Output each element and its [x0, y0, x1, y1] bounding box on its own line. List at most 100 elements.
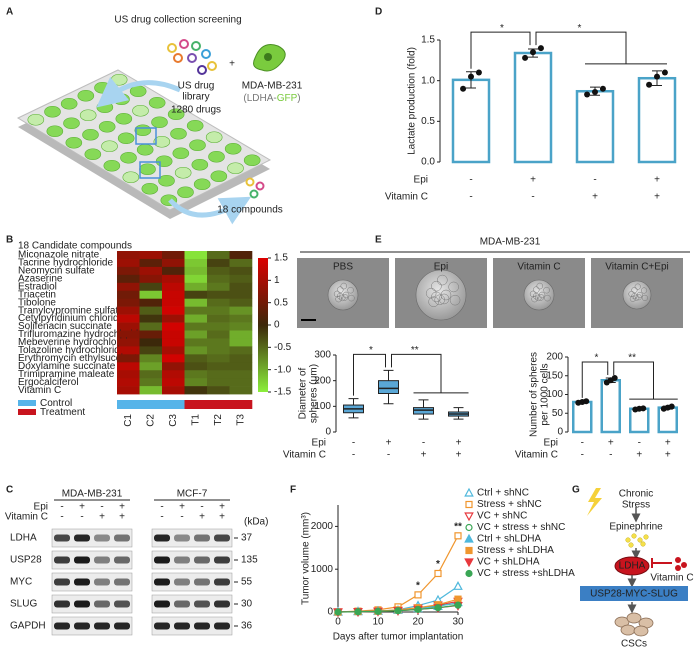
well: [134, 124, 152, 137]
blot-band: [54, 578, 70, 586]
condition-sign: +: [654, 192, 660, 203]
condition-sign: -: [593, 175, 596, 186]
epinephrine-dot: [643, 534, 649, 540]
condition-sign: +: [219, 502, 225, 513]
heat-cell: [162, 314, 185, 323]
sphere-cell: [428, 296, 439, 308]
blot-band: [74, 534, 90, 542]
condition-sign: -: [180, 512, 183, 523]
column-label: C1: [123, 414, 134, 427]
y-axis-label: Tumor volume (mm³): [301, 512, 312, 605]
y-tick-label: 100: [546, 389, 563, 400]
sphere-cell: [347, 286, 354, 294]
vitamin-dot: [675, 565, 681, 571]
heat-cell: [184, 370, 208, 379]
blot-band: [174, 600, 190, 608]
heat-cell: [207, 266, 230, 276]
colorbar-label: 1.5: [274, 253, 288, 264]
heat-cell: [229, 298, 253, 307]
heat-cell: [184, 338, 208, 347]
blot-band: [74, 622, 90, 630]
blot-band: [194, 622, 210, 630]
condition-sign: +: [119, 512, 125, 523]
sphere-cell: [532, 286, 540, 293]
well: [170, 127, 187, 140]
well: [172, 147, 190, 160]
panel-letter: G: [572, 485, 580, 496]
y-tick-label: 0.5: [421, 116, 435, 127]
legend-marker: [464, 512, 474, 522]
sig-bracket: [613, 361, 654, 400]
sig-label: *: [595, 353, 599, 364]
legend-marker: [465, 500, 473, 509]
marker: [434, 569, 442, 578]
blot-band: [114, 534, 130, 542]
well: [122, 171, 140, 184]
blot-band: [54, 556, 70, 564]
heat-cell: [139, 290, 163, 299]
kda-label: 55: [241, 577, 253, 588]
sphere-cell: [348, 294, 355, 302]
blot-band: [214, 600, 230, 608]
hit-highlight: [135, 127, 157, 145]
annotation: *: [416, 581, 420, 592]
bar: [513, 51, 553, 164]
condition-sign: -: [200, 502, 203, 513]
well: [189, 139, 206, 152]
blot-strip: [51, 572, 133, 592]
drug-vial: [187, 53, 197, 63]
heat-cell: [139, 282, 163, 292]
inhibitor-label: Vitamin C: [650, 573, 693, 584]
heat-cell: [162, 330, 185, 339]
blot-band: [154, 556, 170, 564]
library-label: US drug: [178, 81, 215, 92]
condition-sign: +: [592, 192, 598, 203]
heat-cell: [184, 306, 208, 315]
library-label: library: [182, 92, 209, 103]
heat-cell: [139, 362, 163, 371]
cell-line: MDA-MB-231: [62, 489, 123, 500]
condition-label: Vitamin C: [515, 450, 558, 461]
condition-sign: +: [99, 512, 105, 523]
heat-cell: [117, 290, 140, 299]
blot-band: [194, 578, 210, 586]
heat-cell: [162, 266, 185, 276]
heat-cell: [139, 258, 163, 268]
inhibition: [651, 558, 672, 568]
well: [82, 128, 99, 141]
heat-cell: [162, 378, 185, 387]
condition-sign: +: [654, 175, 660, 186]
sphere-cell: [631, 293, 638, 300]
reporter: (LDHA-GFP): [243, 93, 300, 104]
heat-cell: [207, 274, 230, 284]
blot-band: [154, 578, 170, 586]
heat-cell: [117, 386, 140, 395]
row-label: Erythromycin ethylsuccinate: [18, 353, 143, 364]
well: [44, 105, 61, 118]
sig-label: *: [369, 345, 373, 356]
blot-band: [74, 600, 90, 608]
condition-label: Epi: [312, 438, 326, 449]
marker: [354, 608, 362, 616]
drug-vial: [245, 177, 255, 187]
bar: [575, 89, 615, 164]
heat-cell: [229, 282, 253, 292]
y-axis-label: Number of spheres: [529, 352, 540, 437]
drug-vial: [207, 61, 217, 71]
heat-cell: [162, 346, 185, 355]
stress-label: Chronic: [619, 489, 653, 500]
heat-cell: [184, 362, 208, 371]
blot-band: [174, 556, 190, 564]
panel-title: US drug collection screening: [114, 15, 241, 26]
data-point: [468, 73, 474, 80]
blot-band: [174, 534, 190, 542]
pathway-node: [580, 586, 688, 601]
y-tick-label: 1000: [311, 564, 334, 575]
heat-cell: [139, 338, 163, 347]
heat-cell: [229, 274, 253, 284]
condition-label: Epi: [544, 438, 558, 449]
sphere-cell: [543, 286, 550, 294]
heat-cell: [117, 282, 140, 292]
condition-sign: -: [638, 438, 641, 449]
protein-label: GAPDH: [10, 621, 46, 632]
